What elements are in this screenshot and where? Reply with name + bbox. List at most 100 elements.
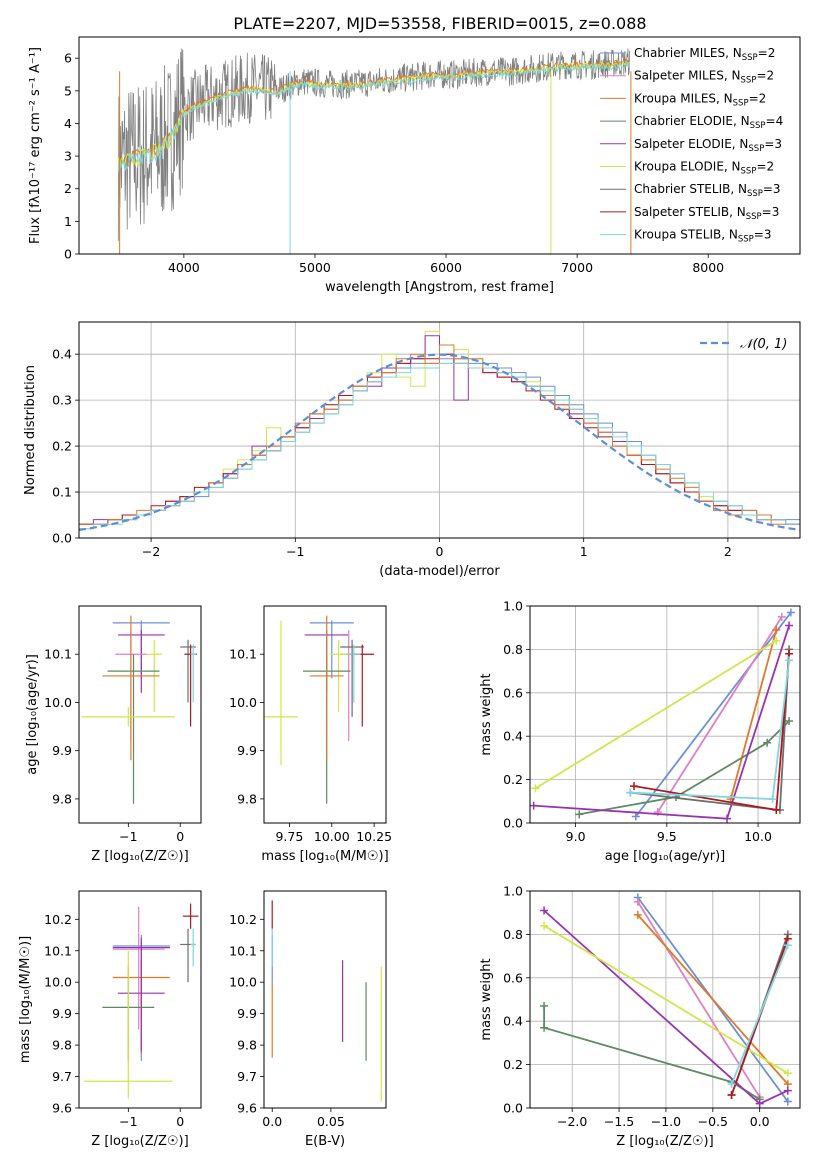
x-tick-label: −0.5 xyxy=(698,1114,728,1129)
legend-label-text: Chabrier STELIB, N xyxy=(634,182,747,196)
x-tick-label: 2 xyxy=(724,544,732,559)
weight-marker xyxy=(727,1090,736,1099)
weight-marker xyxy=(540,921,549,930)
mass_vs_Z-points xyxy=(84,903,199,1099)
legend-sub: SSP xyxy=(747,189,763,199)
legend-label-text: Chabrier ELODIE, N xyxy=(634,114,750,128)
y-tick-label: 10.2 xyxy=(44,912,72,927)
y-tick-label: 0.1 xyxy=(52,485,72,500)
spectrum-axes: 4000 5000 6000 7000 8000 0 1 2 3 4 5 6 wavelength [A… xyxy=(28,47,724,295)
x-axis-label: E(B-V) xyxy=(305,1134,345,1149)
x-tick-label: 7000 xyxy=(561,260,593,275)
legend-label: Salpeter STELIB, NSSP=3 xyxy=(634,205,779,222)
x-tick-label: 10.00 xyxy=(314,829,350,844)
y-tick-label: 9.8 xyxy=(52,791,72,806)
x-tick-label: 4000 xyxy=(168,260,200,275)
gaussian-curve xyxy=(79,353,800,531)
weight-marker xyxy=(727,1080,736,1089)
y-axis-label: age [log₁₀(age/yr)] xyxy=(25,654,40,775)
x-tick-label: 9.0 xyxy=(566,829,586,844)
legend-label: Salpeter MILES, NSSP=2 xyxy=(634,69,774,86)
legend-label: Kroupa ELODIE, NSSP=2 xyxy=(634,160,774,177)
legend-nssp: =4 xyxy=(766,114,784,128)
y-tick-label: 0.8 xyxy=(503,927,523,942)
weight-marker xyxy=(785,621,794,630)
y-tick-label: 10.1 xyxy=(229,943,257,958)
y-tick-label: 1 xyxy=(64,214,72,229)
weight-marker xyxy=(783,1086,792,1095)
x-tick-label: 8000 xyxy=(692,260,724,275)
y-tick-label: 10.0 xyxy=(44,695,72,710)
legend-sub: SSP xyxy=(741,167,757,177)
y-tick-label: 9.8 xyxy=(237,791,257,806)
y-tick-label: 2 xyxy=(64,181,72,196)
x-tick-label: 0 xyxy=(176,1114,184,1129)
weight-marker xyxy=(540,1023,549,1032)
legend-sub: SSP xyxy=(750,121,766,131)
legend-label: Kroupa STELIB, NSSP=3 xyxy=(634,228,772,245)
age_vs_mass-points xyxy=(264,615,375,804)
y-tick-label: 9.9 xyxy=(237,1006,257,1021)
x-tick-label: 10.25 xyxy=(356,829,392,844)
y-tick-label: 4 xyxy=(64,116,72,131)
y-tick-label: 9.9 xyxy=(52,1006,72,1021)
weight-marker xyxy=(755,1099,764,1108)
y-tick-label: 10.1 xyxy=(229,647,257,662)
legend-label-text: Kroupa ELODIE, N xyxy=(634,160,741,174)
weight-line xyxy=(579,720,790,816)
age_vs_Z-axes: −1 0 9.8 9.9 10.0 10.1 Z [log₁₀(Z/Z☉)] age [log… xyxy=(25,647,189,864)
y-tick-label: 0.2 xyxy=(503,1057,523,1072)
legend-sub: SSP xyxy=(733,98,749,108)
legend-label: Kroupa MILES, NSSP=2 xyxy=(634,91,766,108)
x-axis-label: wavelength [Angstrom, rest frame] xyxy=(325,280,554,295)
legend-sub: SSP xyxy=(741,76,757,86)
spectrum-lines xyxy=(117,48,632,254)
legend-label-text: Salpeter STELIB, N xyxy=(634,205,746,219)
mass_vs_Z-axes: −1 0 9.6 9.7 9.8 9.9 10.0 10.1 10.2 Z [log₁₀(Z/Z☉… xyxy=(18,912,189,1149)
legend-sub: SSP xyxy=(742,53,758,63)
x-axis-label: Z [log₁₀(Z/Z☉)] xyxy=(616,1134,713,1149)
spectrum-model-line xyxy=(117,59,630,171)
y-tick-label: 9.6 xyxy=(52,1101,72,1116)
x-tick-label: 9.75 xyxy=(275,829,303,844)
legend-label-text: Salpeter ELODIE, N xyxy=(634,137,748,151)
legend-nssp: =2 xyxy=(756,160,774,174)
legend-label: Salpeter ELODIE, NSSP=3 xyxy=(634,137,782,154)
hist-step xyxy=(79,362,800,538)
legend-label-text: Kroupa MILES, N xyxy=(634,91,733,105)
weight-marker xyxy=(777,612,786,621)
y-tick-label: 10.0 xyxy=(229,695,257,710)
legend-nssp: =3 xyxy=(754,228,772,242)
x-tick-label: −1.0 xyxy=(651,1114,681,1129)
weight-marker xyxy=(633,897,642,906)
spectrum-model-line xyxy=(117,61,631,173)
legend-sub: SSP xyxy=(746,212,762,222)
weight-marker xyxy=(631,812,640,821)
y-tick-label: 0 xyxy=(64,247,72,262)
x-axis-label: (data-model)/error xyxy=(379,564,500,579)
weight-marker xyxy=(783,941,792,950)
x-tick-label: 0.0 xyxy=(750,1114,770,1129)
weight-marker xyxy=(772,636,781,645)
figure-title: PLATE=2207, MJD=53558, FIBERID=0015, z=0… xyxy=(233,14,646,33)
weight-marker xyxy=(540,906,549,915)
weight-marker xyxy=(783,1069,792,1078)
y-tick-label: 9.9 xyxy=(237,743,257,758)
y-tick-label: 9.8 xyxy=(52,1038,72,1053)
x-axis-label: mass [log₁₀(M/M☉)] xyxy=(261,849,388,864)
spectrum-frame xyxy=(78,36,801,255)
x-tick-label: −1.5 xyxy=(604,1114,634,1129)
weight-marker xyxy=(629,782,638,791)
weight_vs_Z-lines xyxy=(540,893,792,1108)
x-tick-label: 9.5 xyxy=(657,829,677,844)
y-tick-label: 10.2 xyxy=(229,912,257,927)
x-tick-label: 6000 xyxy=(430,260,462,275)
age_vs_Z-frame xyxy=(78,605,202,824)
legend-label: Chabrier MILES, NSSP=2 xyxy=(634,46,775,63)
spectrum-data-line xyxy=(117,48,630,241)
weight-marker xyxy=(786,608,795,617)
y-tick-label: 9.7 xyxy=(52,1069,72,1084)
age_vs_mass-frame xyxy=(263,605,387,824)
x-tick-label: 0 xyxy=(436,544,444,559)
